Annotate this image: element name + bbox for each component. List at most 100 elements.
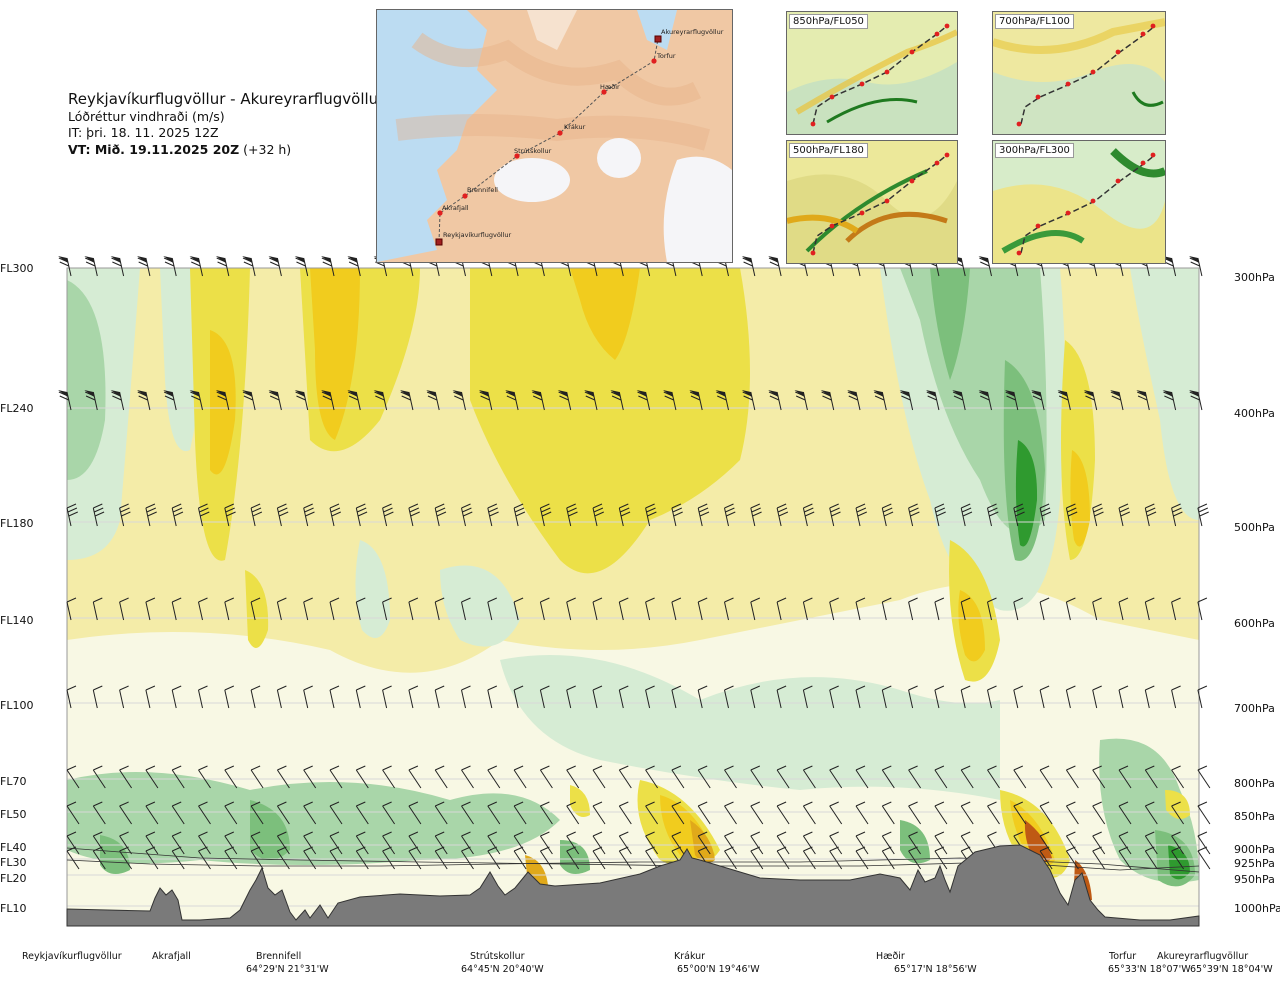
wind-barb [66, 765, 80, 789]
wind-barb [697, 597, 708, 621]
wind-barb [1083, 390, 1098, 411]
wind-barb [303, 597, 313, 621]
route-point [1035, 94, 1041, 100]
wind-barb [1171, 846, 1185, 870]
route-point [829, 223, 835, 229]
wind-barb [119, 503, 131, 527]
wind-barb [145, 801, 159, 825]
wind-barb [303, 831, 317, 855]
route-point [859, 210, 865, 216]
wind-barb [689, 390, 703, 411]
location-coord: 65°39'N 18°04'W [1190, 964, 1273, 975]
wind-barb [881, 503, 894, 527]
wind-barb [768, 390, 782, 411]
wind-barb [303, 801, 317, 825]
wind-barb [434, 846, 448, 870]
terrain-profile [66, 844, 1200, 927]
wind-barb [1065, 685, 1076, 709]
wind-barb [776, 685, 787, 709]
location-label: Strútskollur 64°45'N 20°40'W [455, 950, 565, 976]
hpa-label: 400hPa [1234, 407, 1275, 420]
wind-barb [66, 503, 78, 527]
wind-barb [276, 685, 287, 709]
wind-barb [987, 801, 1000, 825]
route-point [1016, 250, 1022, 256]
wind-barb [119, 801, 133, 825]
wind-barb [855, 597, 866, 621]
map-point-label: Torfur [656, 52, 676, 60]
wind-barb [697, 831, 711, 855]
wind-barb [399, 390, 414, 411]
valid-offset: (+32 h) [243, 142, 292, 157]
wind-barb [899, 390, 914, 411]
wind-barb [566, 801, 580, 825]
wind-barb [724, 765, 737, 789]
wind-barb [329, 685, 340, 709]
location-coord: 64°45'N 20°40'W [461, 964, 544, 975]
wind-barb [434, 831, 448, 855]
wind-barb [1118, 831, 1132, 855]
wind-barb [697, 685, 708, 709]
location-coord: 64°29'N 21°31'W [246, 964, 329, 975]
wind-barb [513, 765, 527, 789]
wind-barb [58, 256, 72, 277]
wind-barb [960, 801, 974, 825]
wind-barb [329, 831, 343, 855]
airport-marker [435, 238, 443, 246]
level-inset-500: 500hPa/FL180 [786, 140, 958, 264]
wind-barb [881, 685, 892, 709]
fl-label: FL40 [0, 841, 27, 854]
wind-barb [513, 685, 524, 709]
wind-barb [303, 765, 317, 789]
level-inset-label: 500hPa/FL180 [789, 143, 868, 158]
contour-moderate-down [560, 840, 590, 874]
map-point-label: Hæðir [600, 83, 620, 91]
wind-barb [434, 503, 447, 527]
level-inset-label: 300hPa/FL300 [995, 143, 1074, 158]
wind-barb [1092, 801, 1106, 825]
wind-barb [855, 503, 867, 527]
wind-barb [829, 685, 839, 709]
wind-barb [276, 765, 290, 789]
fl-label: FL70 [0, 775, 27, 788]
wind-barb [1144, 597, 1155, 621]
wind-barb [802, 801, 816, 825]
wind-barb [1144, 846, 1158, 870]
route-point [514, 153, 520, 159]
wind-barb [1065, 801, 1079, 825]
wind-barb [539, 597, 550, 621]
route-map-inset: Akureyrarflugvöllur Torfur Hæðir Krákur Strú… [376, 9, 733, 263]
route-point [810, 121, 816, 127]
fl-label: FL20 [0, 872, 27, 885]
route-point [601, 89, 607, 95]
wind-barb [1092, 685, 1102, 709]
wind-barb [513, 831, 527, 855]
hpa-label: 300hPa [1234, 271, 1275, 284]
wind-barb [145, 831, 159, 855]
wind-barb [215, 390, 230, 411]
valid-time-bold: VT: Mið. 19.11.2025 20Z [68, 142, 240, 157]
issue-time: IT: þri. 18. 11. 2025 12Z [68, 125, 219, 140]
contour-weak-up [210, 330, 236, 475]
map-point-label: Reykjavíkurflugvöllur [443, 231, 512, 239]
wind-barb [1039, 503, 1052, 527]
wind-barb [1004, 390, 1019, 411]
wind-barb [329, 597, 340, 621]
wind-barb [1013, 765, 1027, 789]
route-point [1115, 49, 1121, 55]
fl-label: FL10 [0, 902, 27, 915]
wind-barb [242, 390, 256, 411]
wind-barb [513, 801, 527, 825]
wind-barb [645, 765, 659, 789]
wind-barb [487, 503, 499, 527]
wind-barb [198, 846, 211, 870]
wind-barb [513, 846, 527, 870]
wind-barb [934, 801, 948, 825]
route-point [651, 58, 657, 64]
wind-barb [198, 685, 208, 709]
contour-weak-up [958, 590, 985, 662]
wind-barb [908, 846, 922, 870]
wind-barb [697, 765, 711, 789]
wind-barb [881, 765, 895, 789]
map-point-label: Krákur [564, 123, 586, 131]
